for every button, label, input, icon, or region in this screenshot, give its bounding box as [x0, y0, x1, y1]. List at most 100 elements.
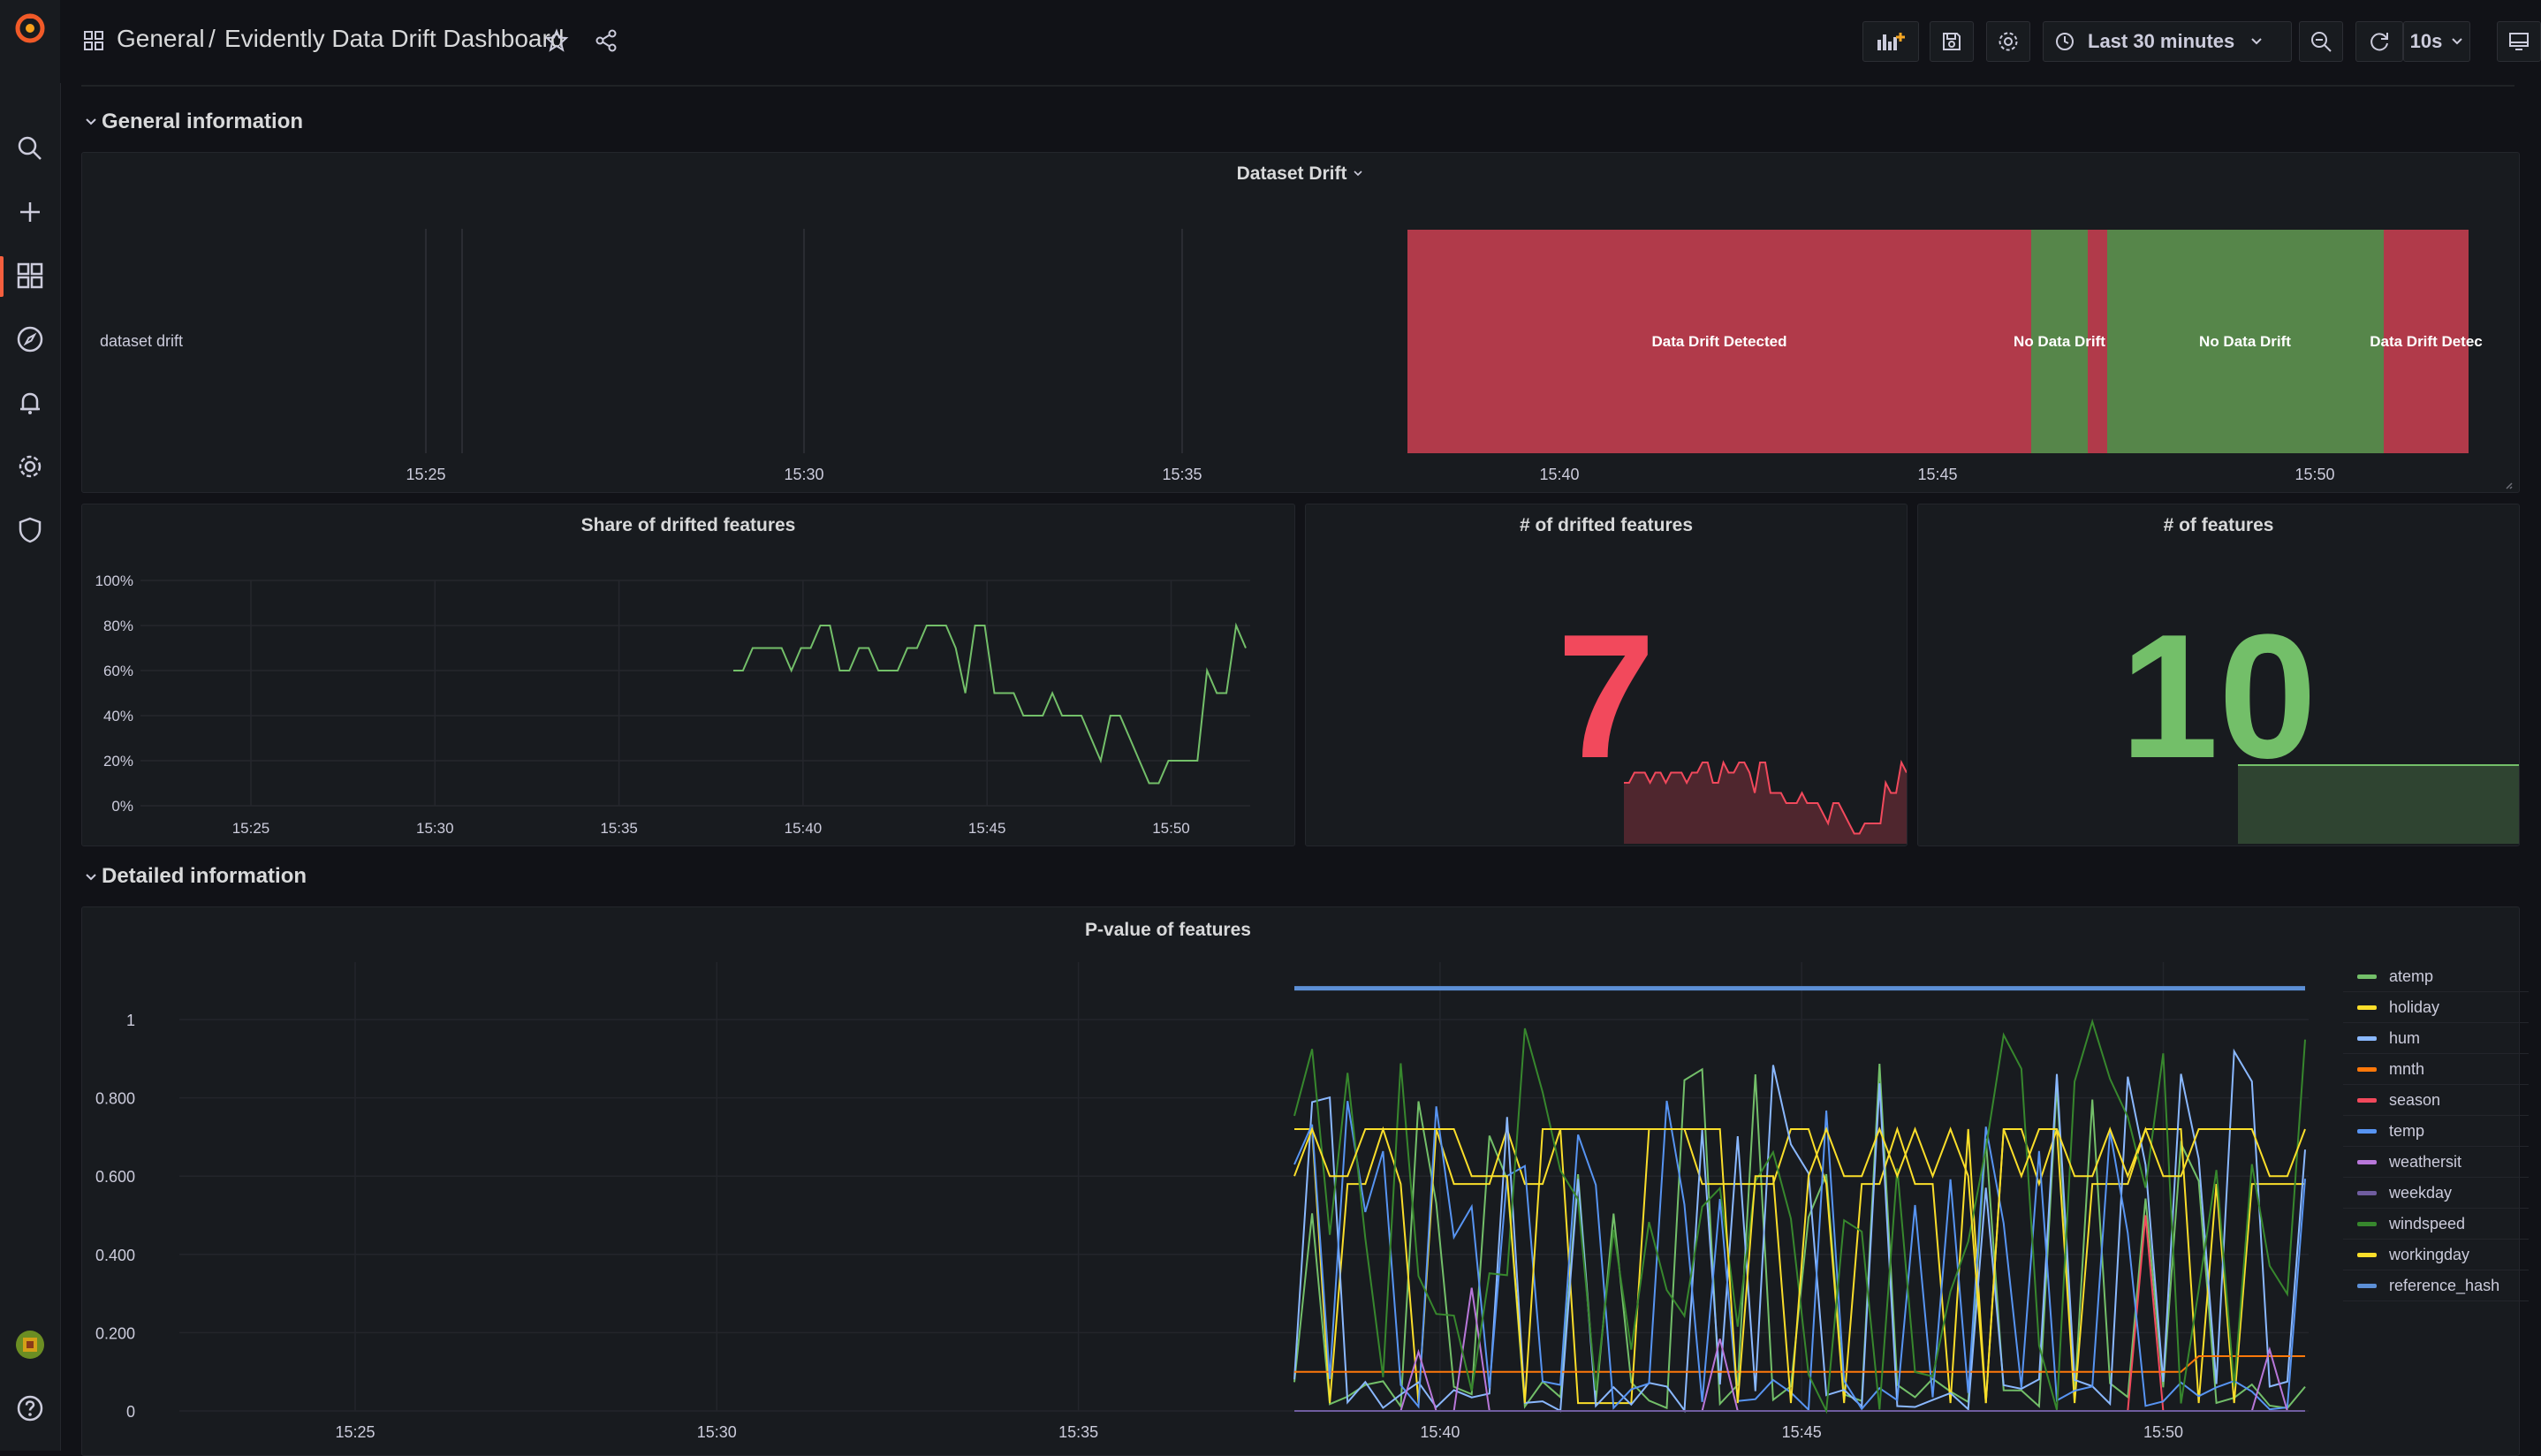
add-panel-button[interactable] — [1862, 21, 1919, 62]
legend-swatch — [2357, 1035, 2377, 1041]
user-avatar[interactable] — [12, 1327, 48, 1362]
legend-swatch — [2357, 974, 2377, 979]
y-tick-label: 20% — [103, 753, 133, 770]
y-tick-label: 0.400 — [95, 1247, 135, 1264]
x-tick-label: 15:30 — [416, 820, 454, 837]
legend-label: hum — [2389, 1028, 2421, 1047]
collapse-chevron-icon[interactable] — [85, 116, 97, 133]
state-segment-drift[interactable] — [2384, 230, 2469, 453]
x-tick-label: 15:45 — [1782, 1423, 1822, 1441]
legend-item-temp[interactable]: temp — [2343, 1116, 2529, 1147]
y-tick-label: 0.600 — [95, 1168, 135, 1186]
legend-label: windspeed — [2389, 1214, 2466, 1232]
legend-item-season[interactable]: season — [2343, 1085, 2529, 1116]
active-indicator — [0, 256, 4, 297]
gear-icon — [1999, 32, 2018, 51]
plus-icon[interactable] — [12, 194, 48, 230]
legend-item-holiday[interactable]: holiday — [2343, 992, 2529, 1023]
x-tick-label: 15:25 — [335, 1423, 375, 1441]
zoom-out-button[interactable] — [2299, 21, 2343, 62]
breadcrumb-separator: / — [209, 25, 216, 52]
y-tick-label: 100% — [95, 573, 133, 589]
sparkline-area — [1624, 762, 1907, 844]
dashboard-grid-icon — [83, 30, 104, 56]
shield-icon[interactable] — [12, 512, 48, 548]
pvalue-series-holiday — [1294, 1126, 2305, 1405]
dashboard-title[interactable]: Evidently Data Drift Dashboard — [224, 25, 565, 52]
x-tick-label: 15:25 — [406, 466, 445, 483]
legend-item-hum[interactable]: hum — [2343, 1023, 2529, 1054]
legend-item-reference_hash[interactable]: reference_hash — [2343, 1270, 2529, 1301]
legend-label: holiday — [2389, 997, 2440, 1016]
dashboards-icon[interactable] — [12, 258, 48, 293]
time-range-picker[interactable]: Last 30 minutes — [2043, 21, 2292, 62]
legend-item-workingday[interactable]: workingday — [2343, 1240, 2529, 1270]
chevron-down-icon — [2452, 38, 2463, 45]
chevron-down-icon — [1354, 171, 1362, 177]
legend-item-weekday[interactable]: weekday — [2343, 1178, 2529, 1209]
features-count-title[interactable]: # of features — [2163, 515, 2274, 535]
state-label: Data Drift Detec — [2370, 333, 2483, 350]
alerting-bell-icon[interactable] — [12, 385, 48, 421]
explore-compass-icon[interactable] — [12, 322, 48, 357]
save-icon — [1943, 33, 1961, 50]
grafana-logo-icon[interactable] — [12, 11, 48, 46]
x-tick-label: 15:35 — [600, 820, 638, 837]
features-sparkline — [2238, 764, 2519, 844]
features-count-panel: # of features 10 — [1917, 504, 2520, 846]
refresh-button[interactable] — [2355, 21, 2403, 62]
legend-label: season — [2389, 1090, 2441, 1109]
legend-swatch — [2357, 1066, 2377, 1072]
legend-label: temp — [2389, 1121, 2425, 1140]
sparkline-line — [1624, 759, 1907, 835]
search-icon[interactable] — [12, 131, 48, 166]
y-tick-label: 80% — [103, 618, 133, 634]
x-tick-label: 15:35 — [1058, 1423, 1098, 1441]
time-range-label: Last 30 minutes — [2088, 30, 2235, 52]
dashboard-settings-button[interactable] — [1986, 21, 2030, 62]
legend-label: workingday — [2389, 1245, 2470, 1263]
refresh-interval-picker[interactable]: 10s — [2403, 21, 2470, 62]
state-segment-no-drift[interactable] — [2107, 230, 2384, 453]
state-segment-drift[interactable] — [1407, 230, 2031, 453]
panel-title[interactable]: Dataset Drift — [82, 163, 2519, 185]
state-label: No Data Drift — [2014, 333, 2105, 350]
help-icon[interactable] — [12, 1391, 48, 1426]
pvalue-title[interactable]: P-value of features — [1085, 920, 1251, 940]
state-segment-no-drift[interactable] — [2031, 230, 2088, 453]
state-segment-drift[interactable] — [2088, 230, 2107, 453]
y-tick-label: 0.800 — [95, 1090, 135, 1108]
legend-item-weathersit[interactable]: weathersit — [2343, 1147, 2529, 1178]
y-tick-label: 0.200 — [95, 1324, 135, 1342]
y-tick-label: 0% — [111, 798, 133, 815]
y-tick-label: 0 — [126, 1403, 135, 1421]
legend-swatch — [2357, 1097, 2377, 1103]
save-dashboard-button[interactable] — [1930, 21, 1974, 62]
share-icon[interactable] — [594, 28, 618, 57]
refresh-icon — [2370, 33, 2388, 51]
pvalue-series-hum — [1293, 1048, 2306, 1414]
settings-gear-icon[interactable] — [12, 449, 48, 484]
legend-item-windspeed[interactable]: windspeed — [2343, 1209, 2529, 1240]
legend-label: atemp — [2389, 967, 2434, 985]
x-tick-label: 15:45 — [968, 820, 1006, 837]
legend-item-mnth[interactable]: mnth — [2343, 1054, 2529, 1085]
row-title-general[interactable]: General information — [102, 110, 304, 133]
resize-handle-icon[interactable] — [2506, 482, 2513, 489]
pvalue-series-temp — [1293, 1100, 2306, 1412]
drifted-count-title[interactable]: # of drifted features — [1519, 515, 1694, 535]
share-drifted-title[interactable]: Share of drifted features — [580, 515, 796, 535]
chevron-down-icon — [2251, 38, 2262, 45]
x-tick-label: 15:30 — [697, 1423, 737, 1441]
clock-icon — [2056, 33, 2074, 50]
row-title-detailed[interactable]: Detailed information — [102, 864, 307, 888]
row-label: dataset drift — [100, 332, 183, 350]
header-divider — [81, 85, 2514, 87]
breadcrumb-folder[interactable]: General — [117, 25, 205, 52]
legend-label: mnth — [2389, 1059, 2425, 1078]
tv-mode-button[interactable] — [2497, 21, 2541, 62]
legend-swatch — [2357, 1283, 2377, 1288]
legend-item-atemp[interactable]: atemp — [2343, 961, 2529, 992]
star-icon[interactable] — [544, 28, 569, 57]
collapse-chevron-icon[interactable] — [85, 871, 97, 888]
